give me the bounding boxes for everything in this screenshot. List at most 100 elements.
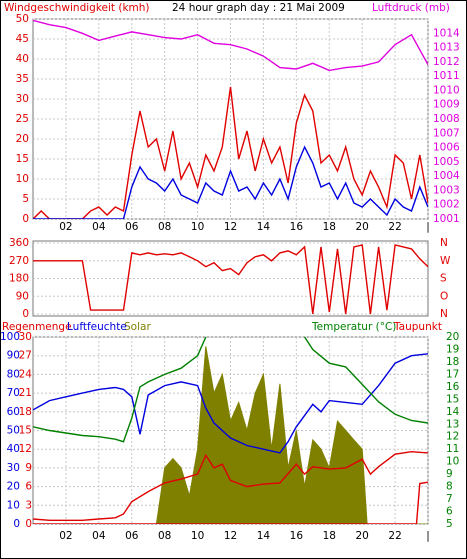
y-tick-label: 100 <box>0 331 20 343</box>
y3-tick-label: 12 <box>19 443 32 455</box>
y3-tick-label: 0 <box>25 518 32 530</box>
legend-label: Regenmenge <box>2 321 72 333</box>
x-tick-label: | <box>426 221 430 233</box>
y-tick-label: 30 <box>16 93 29 105</box>
y-tick-label: 30 <box>7 462 20 474</box>
y-tick-label: 20 <box>7 481 20 493</box>
x-tick-label: 18 <box>323 221 336 233</box>
line <box>33 450 428 521</box>
y2-tick-label: 1004 <box>433 170 460 182</box>
y2-tick-label: O <box>440 290 448 302</box>
x-tick-label: 06 <box>125 221 139 233</box>
y-tick-label: 5 <box>22 193 29 205</box>
y2-tick-label: 1003 <box>433 184 460 196</box>
y3-tick-label: 24 <box>19 368 33 380</box>
x-tick-label: 16 <box>290 530 304 542</box>
y-tick-label: 45 <box>16 33 29 45</box>
x-tick-label: 14 <box>257 530 271 542</box>
x-tick-label: 14 <box>257 221 271 233</box>
y3-tick-label: 30 <box>19 331 32 343</box>
y2-tick-label: N <box>440 308 448 320</box>
x-tick-label: 20 <box>355 530 368 542</box>
y2-tick-label: 1013 <box>433 42 460 54</box>
pressure-axis-label: Luftdruck (mb) <box>372 2 450 14</box>
y2-tick-label: 1011 <box>433 70 460 82</box>
y-tick-label: 70 <box>7 387 20 399</box>
y-tick-label: 50 <box>16 13 29 25</box>
y2-tick-label: 10 <box>446 456 459 468</box>
legend-label: Solar <box>124 321 151 333</box>
x-tick-label: 22 <box>388 221 401 233</box>
y2-tick-label: 1006 <box>433 142 460 154</box>
x-tick-label: 20 <box>355 221 368 233</box>
y-tick-label: 80 <box>7 368 20 380</box>
y2-tick-label: 1007 <box>433 127 460 139</box>
y2-tick-label: 9 <box>446 468 453 480</box>
legend-label: Taupunkt <box>393 321 442 333</box>
chart-title: 24 hour graph day : 21 Mai 2009 <box>172 2 345 14</box>
y-tick-label: 40 <box>7 443 20 455</box>
y-tick-label: 20 <box>16 133 29 145</box>
y3-tick-label: 21 <box>19 387 32 399</box>
y2-tick-label: 1009 <box>433 99 460 111</box>
y2-tick-label: 1010 <box>433 84 460 96</box>
x-tick-label: 04 <box>92 530 106 542</box>
y2-tick-label: N <box>440 237 448 249</box>
y3-tick-label: 6 <box>25 481 32 493</box>
y-tick-label: 270 <box>9 255 29 267</box>
y-tick-label: 60 <box>7 406 20 418</box>
x-tick-label: 18 <box>323 530 336 542</box>
legend-label: Luftfeuchte <box>67 321 127 333</box>
y2-tick-label: 14 <box>446 406 460 418</box>
x-tick-label: 08 <box>158 530 171 542</box>
y3-tick-label: 18 <box>19 406 32 418</box>
y2-tick-label: 7 <box>446 493 453 505</box>
y2-tick-label: 15 <box>446 393 459 405</box>
x-tick-label: 10 <box>191 221 204 233</box>
x-tick-label: 08 <box>158 221 171 233</box>
y2-tick-label: 1002 <box>433 199 460 211</box>
y2-tick-label: 16 <box>446 381 460 393</box>
y2-tick-label: 1001 <box>433 213 460 225</box>
x-tick-label: 12 <box>224 530 237 542</box>
line <box>33 244 428 314</box>
y3-tick-label: 15 <box>19 425 32 437</box>
x-tick-label: 16 <box>290 221 304 233</box>
area <box>33 346 428 524</box>
line <box>33 481 428 524</box>
line <box>33 353 428 454</box>
x-tick-label: 02 <box>59 530 72 542</box>
x-tick-label: 02 <box>59 221 72 233</box>
y-tick-label: 360 <box>9 237 29 249</box>
y2-tick-label: S <box>440 273 447 285</box>
line <box>33 19 428 72</box>
y-tick-label: 50 <box>7 425 20 437</box>
y2-tick-label: 1008 <box>433 113 460 125</box>
line <box>33 86 428 219</box>
y3-tick-label: 9 <box>25 462 32 474</box>
x-tick-label: | <box>426 530 430 542</box>
y2-tick-label: 13 <box>446 418 459 430</box>
y2-tick-label: 5 <box>446 518 453 530</box>
y3-tick-label: 3 <box>25 499 32 511</box>
y2-tick-label: 1012 <box>433 56 460 68</box>
y-tick-label: 90 <box>16 290 29 302</box>
x-tick-label: 22 <box>388 530 401 542</box>
y2-tick-label: 18 <box>446 356 459 368</box>
y-tick-label: 180 <box>9 273 29 285</box>
y-tick-label: 25 <box>16 113 29 125</box>
y-tick-label: 10 <box>16 173 29 185</box>
y-tick-label: 40 <box>16 53 29 65</box>
x-tick-label: 06 <box>125 530 139 542</box>
y-tick-label: 0 <box>22 308 29 320</box>
y2-tick-label: 8 <box>446 481 453 493</box>
y2-tick-label: 17 <box>446 368 459 380</box>
y2-tick-label: 19 <box>446 343 459 355</box>
y3-tick-label: 27 <box>19 350 32 362</box>
line <box>33 145 428 219</box>
y-tick-label: 15 <box>16 153 29 165</box>
y2-tick-label: 1014 <box>433 27 460 39</box>
y2-tick-label: 12 <box>446 431 459 443</box>
y2-tick-label: 20 <box>446 331 459 343</box>
x-tick-label: 04 <box>92 221 106 233</box>
